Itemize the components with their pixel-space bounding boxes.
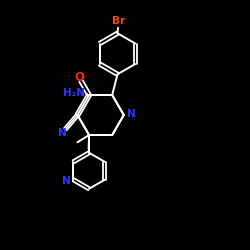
Text: N: N — [58, 128, 67, 138]
Text: O: O — [74, 71, 84, 84]
Text: N: N — [128, 109, 136, 119]
Text: Br: Br — [112, 16, 125, 26]
Text: N: N — [62, 176, 71, 186]
Text: H₂N: H₂N — [62, 88, 84, 98]
